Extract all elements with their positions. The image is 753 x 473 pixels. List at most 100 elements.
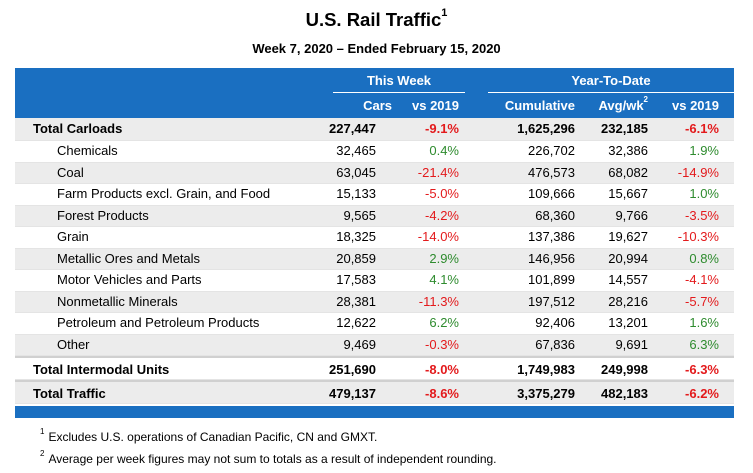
cell-cumulative: 226,702 xyxy=(528,143,575,158)
cell-cumulative: 92,406 xyxy=(535,315,575,330)
cell-vs-week: 0.4% xyxy=(429,143,459,158)
row-name: Chemicals xyxy=(57,143,118,158)
footnote-2-text: Average per week figures may not sum to … xyxy=(48,452,497,466)
group-this-week: This Week xyxy=(366,73,432,88)
table-row: Total Traffic 479,137 -8.6% 3,375,279 482,18… xyxy=(15,380,734,404)
col-avgwk: Avg/wk2 xyxy=(598,95,648,113)
table-row: Other 9,469 -0.3% 67,836 9,691 6.3% xyxy=(15,334,734,356)
cell-cumulative: 476,573 xyxy=(528,164,575,180)
col-cumulative: Cumulative xyxy=(504,98,575,113)
cell-cumulative: 68,360 xyxy=(535,207,575,223)
title-footnote-mark: 1 xyxy=(441,7,448,19)
table-row: Metallic Ores and Metals 20,859 2.9% 146,95… xyxy=(15,248,734,270)
cell-vs-week: -8.0% xyxy=(425,362,459,377)
cell-avgwk: 28,216 xyxy=(608,293,648,309)
table-column-header: Cars vs 2019 Cumulative Avg/wk2 vs 2019 xyxy=(15,93,734,118)
cell-vs-ytd: 1.0% xyxy=(689,186,719,201)
table-body: Total Carloads 227,447 -9.1% 1,625,296 232,1… xyxy=(15,118,734,404)
table-row: Grain 18,325 -14.0% 137,386 19,627 -10.3% xyxy=(15,227,734,249)
cell-cumulative: 67,836 xyxy=(535,336,575,352)
row-name: Forest Products xyxy=(57,207,149,223)
cell-vs-week: -14.0% xyxy=(417,229,459,244)
cell-avgwk: 19,627 xyxy=(608,229,648,244)
row-name: Nonmetallic Minerals xyxy=(57,293,178,309)
cell-vs-week: 6.2% xyxy=(429,315,459,330)
cell-vs-ytd: -14.9% xyxy=(677,164,719,180)
cell-cars: 251,690 xyxy=(329,362,376,377)
cell-cars: 479,137 xyxy=(329,386,376,401)
cell-avgwk: 32,386 xyxy=(608,143,648,158)
row-name: Grain xyxy=(57,229,89,244)
cell-vs-week: -0.3% xyxy=(425,336,459,352)
cell-vs-week: -21.4% xyxy=(417,164,459,180)
cell-avgwk: 68,082 xyxy=(608,164,648,180)
table-row: Chemicals 32,465 0.4% 226,702 32,386 1.9% xyxy=(15,141,734,163)
cell-vs-week: -9.1% xyxy=(425,121,459,136)
cell-vs-week: 2.9% xyxy=(429,250,459,266)
rail-traffic-table: This Week Year-To-Date Cars vs 2019 Cumu… xyxy=(15,68,734,418)
row-name: Total Intermodal Units xyxy=(33,362,170,377)
cell-cars: 63,045 xyxy=(336,164,376,180)
cell-cumulative: 1,749,983 xyxy=(517,362,575,377)
table-row: Nonmetallic Minerals 28,381 -11.3% 197,512 2… xyxy=(15,291,734,313)
footnote-1-text: Excludes U.S. operations of Canadian Pac… xyxy=(48,430,378,444)
cell-avgwk: 9,766 xyxy=(615,207,648,223)
cell-vs-week: -8.6% xyxy=(425,386,459,401)
cell-cars: 9,469 xyxy=(343,336,376,352)
cell-cumulative: 109,666 xyxy=(528,186,575,201)
page-subtitle: Week 7, 2020 – Ended February 15, 2020 xyxy=(252,41,501,56)
cell-vs-ytd: 0.8% xyxy=(689,250,719,266)
table-row: Motor Vehicles and Parts 17,583 4.1% 101,89… xyxy=(15,270,734,292)
cell-cumulative: 101,899 xyxy=(528,272,575,287)
table-group-header: This Week Year-To-Date xyxy=(15,68,734,93)
row-name: Total Traffic xyxy=(33,386,106,401)
cell-vs-ytd: 1.6% xyxy=(689,315,719,330)
page-title: U.S. Rail Traffic1 xyxy=(305,7,448,30)
row-name: Farm Products excl. Grain, and Food xyxy=(57,186,271,201)
cell-avgwk: 249,998 xyxy=(601,362,648,377)
cell-vs-ytd: -3.5% xyxy=(685,207,719,223)
cell-cars: 12,622 xyxy=(336,315,376,330)
col-cars: Cars xyxy=(363,98,392,113)
row-name: Total Carloads xyxy=(33,121,123,136)
cell-vs-week: 4.1% xyxy=(429,272,459,287)
cell-vs-week: -4.2% xyxy=(425,207,459,223)
avgwk-footnote-mark: 2 xyxy=(643,95,648,104)
cell-vs-ytd: -6.1% xyxy=(685,121,719,136)
row-name: Motor Vehicles and Parts xyxy=(57,272,202,287)
cell-cumulative: 146,956 xyxy=(528,250,575,266)
table-footer-bar xyxy=(15,406,734,418)
cell-vs-ytd: -5.7% xyxy=(685,293,719,309)
cell-cars: 227,447 xyxy=(329,121,376,136)
cell-avgwk: 15,667 xyxy=(608,186,648,201)
cell-cars: 17,583 xyxy=(336,272,376,287)
cell-cars: 9,565 xyxy=(343,207,376,223)
row-name: Other xyxy=(57,336,90,352)
cell-vs-ytd: 1.9% xyxy=(689,143,719,158)
cell-cars: 28,381 xyxy=(336,293,376,309)
table-row: Total Carloads 227,447 -9.1% 1,625,296 232,1… xyxy=(15,118,734,141)
cell-cars: 15,133 xyxy=(336,186,376,201)
table-row: Petroleum and Petroleum Products 12,622 6.… xyxy=(15,313,734,335)
row-name: Metallic Ores and Metals xyxy=(57,250,201,266)
footnote-1-mark: 1 xyxy=(40,427,45,436)
col-vs2019-week: vs 2019 xyxy=(412,98,459,113)
cell-cumulative: 3,375,279 xyxy=(517,386,575,401)
row-name: Petroleum and Petroleum Products xyxy=(57,315,260,330)
cell-vs-ytd: -6.3% xyxy=(685,362,719,377)
footnote-2: 2 Average per week figures may not sum to… xyxy=(40,449,497,466)
col-vs2019-ytd: vs 2019 xyxy=(672,98,719,113)
row-name: Coal xyxy=(57,164,84,180)
cell-cumulative: 137,386 xyxy=(528,229,575,244)
cell-vs-week: -5.0% xyxy=(425,186,459,201)
table-row: Coal 63,045 -21.4% 476,573 68,082 -14.9% xyxy=(15,162,734,184)
cell-vs-ytd: -10.3% xyxy=(677,229,719,244)
cell-avgwk: 14,557 xyxy=(608,272,648,287)
table-row: Farm Products excl. Grain, and Food 15,13… xyxy=(15,184,734,206)
cell-cars: 20,859 xyxy=(336,250,376,266)
cell-cumulative: 197,512 xyxy=(528,293,575,309)
group-this-week-underline xyxy=(333,92,465,93)
cell-cars: 18,325 xyxy=(336,229,376,244)
cell-avgwk: 482,183 xyxy=(601,386,648,401)
group-ytd-underline xyxy=(488,92,734,93)
